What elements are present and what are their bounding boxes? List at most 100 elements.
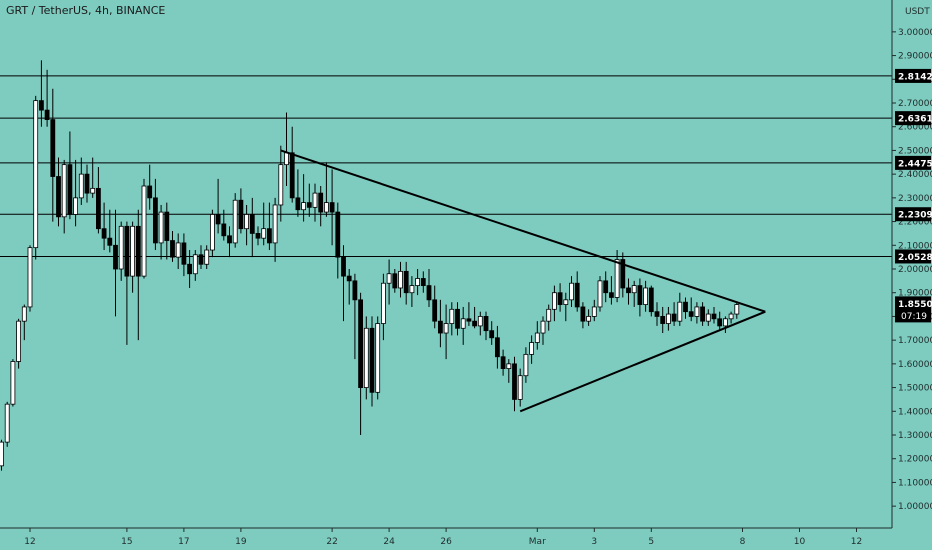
x-tick-label: 12 [851,537,862,547]
candle-down [39,100,44,111]
candle-up [10,361,16,405]
level-label-box [895,207,931,222]
candle-down [101,228,107,239]
candle-up [586,316,591,322]
candle-down [227,235,232,244]
candle-up [666,313,671,324]
candle-down [437,320,443,334]
candle-down [717,318,723,327]
candle-up [141,185,147,277]
y-tick-label: 2.50000 [898,146,932,156]
x-tick-label: 12 [24,537,35,547]
candle-up [694,306,700,317]
candle-up [192,254,198,275]
candle-down [648,287,654,313]
y-tick-label: 1.50000 [898,384,932,394]
candle-down [557,292,563,305]
candle-up [90,187,96,194]
candle-down [255,233,261,239]
trendline [519,310,766,413]
candle-up [523,353,529,377]
candle-down [306,202,312,208]
y-tick-label: 2.70000 [898,99,932,109]
candle-up [506,363,512,370]
level-label-box [895,68,931,83]
y-tick-label: 2.60000 [898,123,932,133]
candle-down [67,164,73,215]
candle-down [135,225,141,277]
candle-up [375,323,381,393]
candle-down [152,197,158,244]
candle-up [591,306,597,317]
candle-down [574,282,580,308]
candle-up [33,100,39,249]
candle-down [96,187,101,230]
candle-down [455,308,460,329]
x-tick-label: 15 [121,537,132,547]
candle-down [580,306,586,322]
candle-up [386,273,392,284]
level-label: 2.44751 [898,159,932,169]
candle-down [107,237,113,246]
candle-up [380,282,386,324]
candle-down [266,228,272,244]
candle-down [671,313,677,322]
candle-down [483,316,489,332]
candle-down [84,173,90,194]
candle-up [130,225,136,277]
candle-up [261,228,267,239]
y-tick-label: 1.40000 [898,407,932,417]
candle-up [705,313,711,322]
candle-up [78,173,84,199]
candle-up [449,308,455,324]
candle-up [284,152,289,166]
candle-up [73,197,78,215]
candle-down [56,176,61,218]
candle-up [16,320,22,362]
candle-up [563,299,569,305]
candle-down [221,223,227,237]
x-tick-label: 3 [591,537,597,547]
candle-down [170,240,175,258]
candle-up [517,375,523,400]
candle-up [278,164,284,206]
candle-up [118,225,124,270]
x-tick-label: 17 [178,537,189,547]
candle-up [204,249,210,265]
candle-down [420,278,426,287]
candle-up [677,301,683,322]
y-tick-label: 1.20000 [898,455,932,465]
candle-up [614,259,620,298]
candle-down [181,242,187,265]
candle-up [312,192,318,208]
y-tick-label: 1.70000 [898,336,932,346]
x-tick-label: 22 [326,537,337,547]
candle-down [426,285,432,301]
candle-up [723,318,728,327]
candle-down [335,211,341,258]
y-tick-label: 3.00000 [898,28,932,38]
y-tick-label: 2.40000 [898,170,932,180]
candle-down [626,287,631,294]
candle-down [318,192,324,213]
trendline [280,149,766,313]
y-tick-label: 1.10000 [898,478,932,488]
candle-up [409,285,415,294]
candle-down [392,273,398,289]
candle-down [512,363,517,400]
candle-down [346,275,352,282]
candle-down [358,299,364,388]
candle-up [643,287,648,305]
y-tick-label: 1.00000 [898,502,932,512]
candle-up [540,320,546,334]
level-label: 2.05285 [898,253,932,263]
candle-down [249,214,255,234]
y-tick-label: 2.20000 [898,218,932,228]
candle-up [232,199,238,244]
y-tick-label: 2.90000 [898,52,932,62]
candle-up [460,318,466,329]
level-label: 2.63611 [898,115,932,125]
candle-up [21,306,27,322]
